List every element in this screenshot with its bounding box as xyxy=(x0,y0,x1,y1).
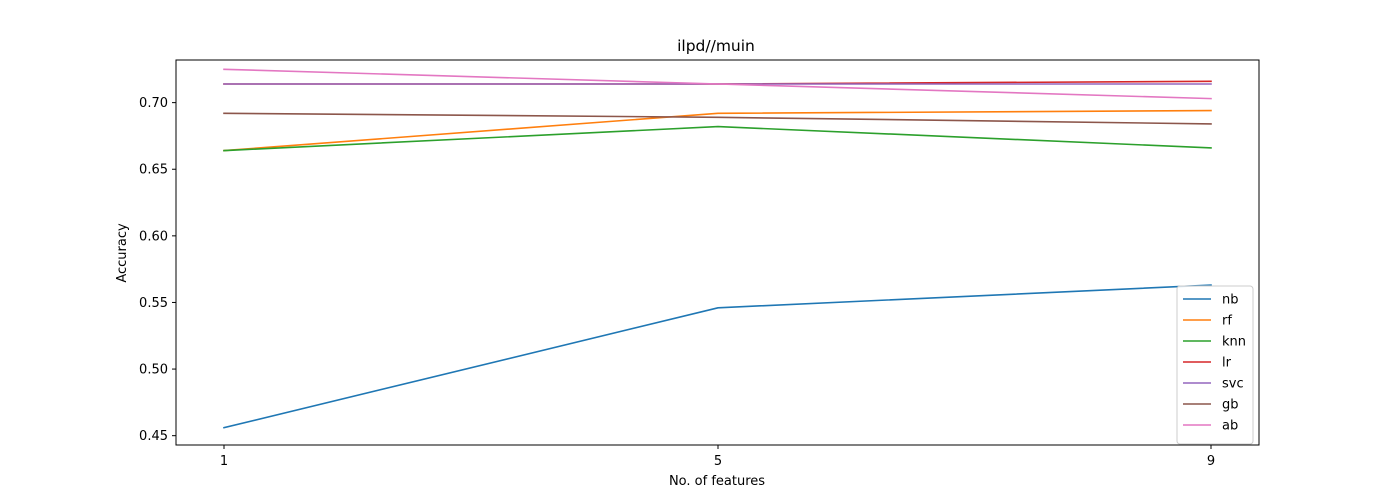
y-tick-label: 0.55 xyxy=(139,296,168,311)
x-axis-title: No. of features xyxy=(669,474,765,489)
series-line-nb xyxy=(223,284,1212,429)
legend-label-gb: gb xyxy=(1222,398,1239,413)
y-axis: 0.45 0.50 0.55 0.60 0.65 0.70 xyxy=(139,96,176,444)
legend-label-nb: nb xyxy=(1222,293,1239,308)
legend-label-knn: knn xyxy=(1222,335,1246,350)
y-tick-label: 0.45 xyxy=(139,429,168,444)
y-tick-label: 0.65 xyxy=(139,163,168,178)
legend-label-ab: ab xyxy=(1222,419,1238,434)
x-tick-label: 5 xyxy=(714,454,722,469)
series-layer xyxy=(223,68,1212,429)
legend-label-lr: lr xyxy=(1222,356,1232,371)
y-axis-title: Accuracy xyxy=(115,223,130,283)
x-tick-label: 1 xyxy=(220,454,228,469)
legend-label-svc: svc xyxy=(1222,377,1244,392)
chart-title: ilpd//muin xyxy=(677,37,755,55)
y-tick-label: 0.60 xyxy=(139,229,168,244)
legend-box xyxy=(1176,285,1254,445)
x-tick-label: 9 xyxy=(1207,454,1215,469)
series-line-gb xyxy=(223,112,1212,125)
series-line-knn xyxy=(223,125,1212,152)
legend-label-rf: rf xyxy=(1222,314,1232,329)
y-tick-label: 0.50 xyxy=(139,363,168,378)
legend: nb rf knn lr svc gb ab xyxy=(1176,285,1254,445)
series-line-ab xyxy=(223,68,1212,100)
y-tick-label: 0.70 xyxy=(139,96,168,111)
series-line-rf xyxy=(223,109,1212,152)
x-axis: 1 5 9 xyxy=(220,445,1215,469)
